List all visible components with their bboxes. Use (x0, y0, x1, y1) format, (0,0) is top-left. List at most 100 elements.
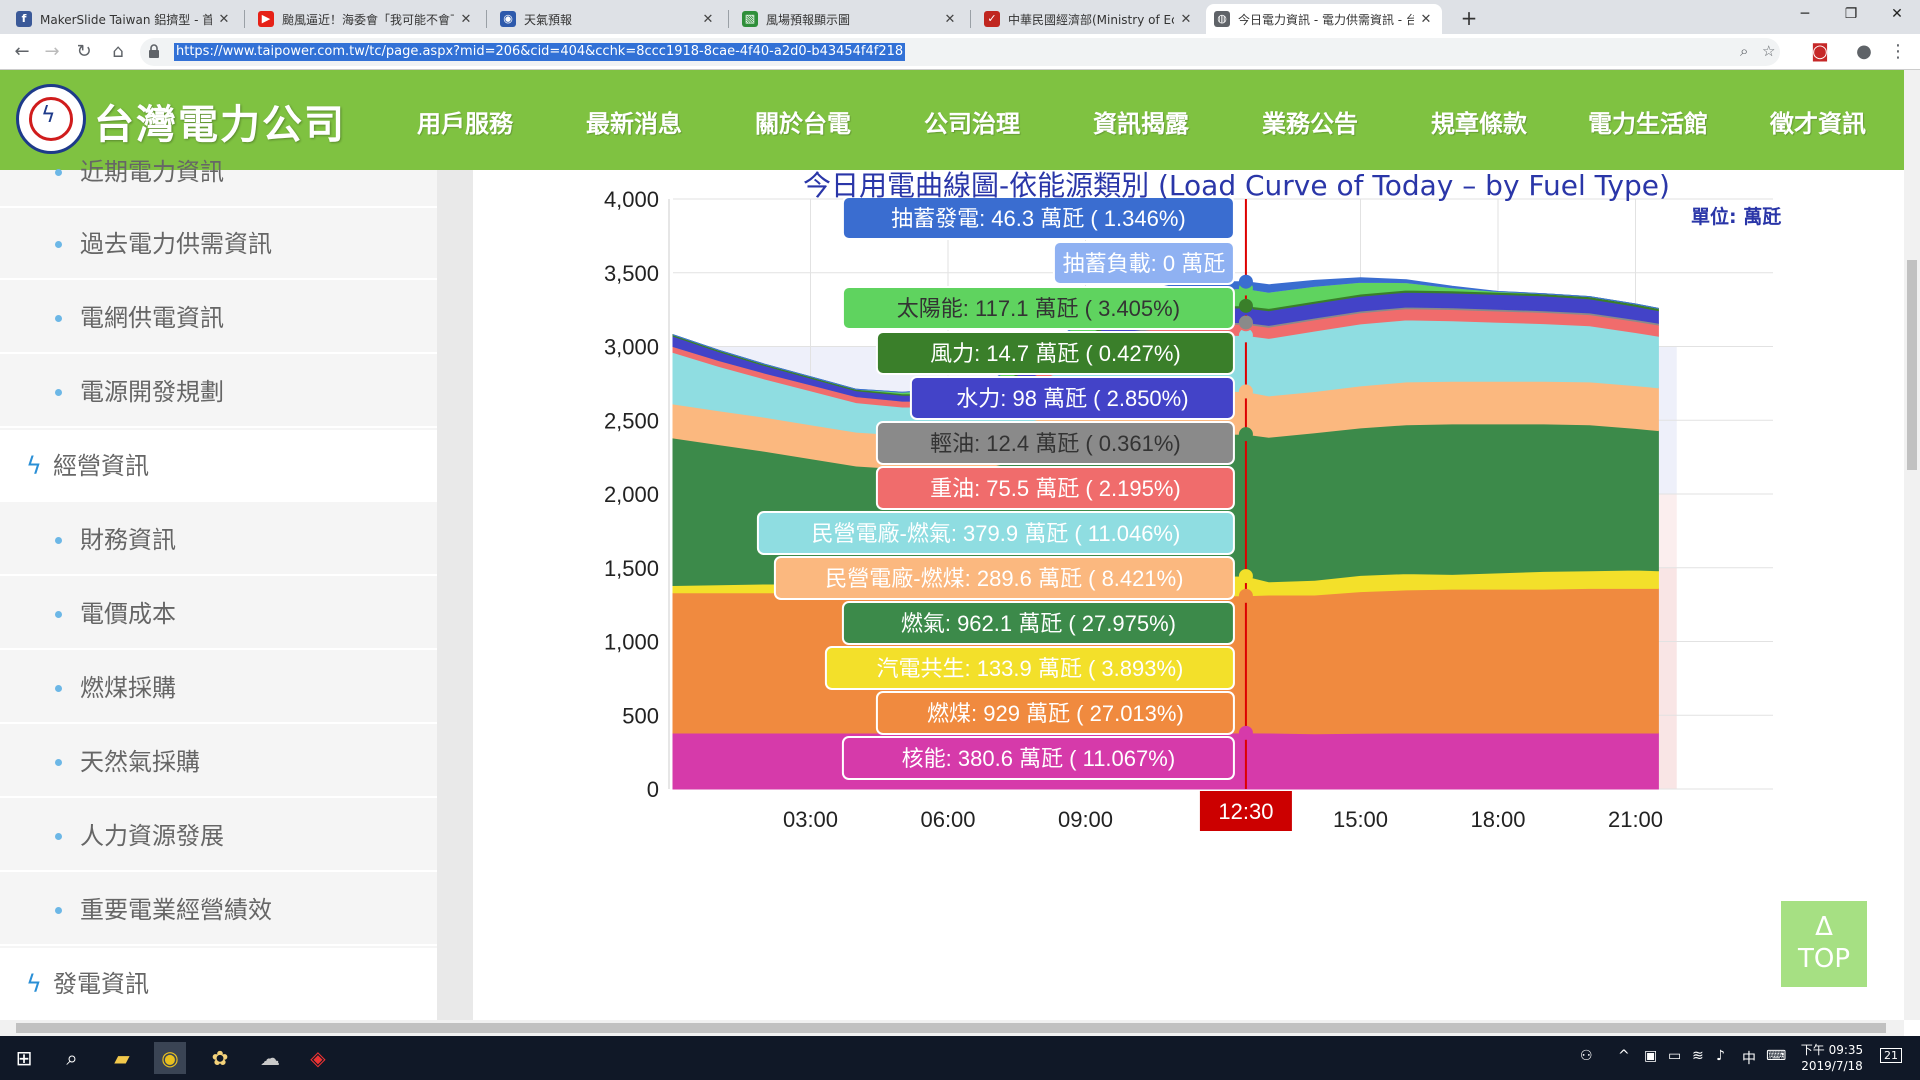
chrome-icon[interactable]: ◉ (154, 1042, 186, 1074)
nav-menu-item[interactable]: 公司治理 (924, 110, 1020, 138)
sidebar-item[interactable]: 近期電力資訊 (0, 136, 437, 208)
tab-0[interactable]: f MakerSlide Taiwan 鋁擠型 - 首頁 ✕ (8, 4, 240, 34)
nav-menu-item[interactable]: 規章條款 (1431, 110, 1527, 138)
x-tick-label: 06:00 (920, 807, 975, 832)
tab-4[interactable]: ✓ 中華民國經濟部(Ministry of Economic ✕ (976, 4, 1202, 34)
app-icon[interactable]: ☁ (260, 1046, 280, 1070)
series-point (1238, 725, 1253, 740)
tab-title: 中華民國經濟部(Ministry of Economic (1008, 12, 1174, 27)
search-icon[interactable]: ⌕ (66, 1046, 78, 1070)
sidebar-item[interactable]: 電源開發規劃 (0, 356, 437, 428)
nav-menu-item[interactable]: 資訊揭露 (1093, 110, 1189, 138)
nav-menu-item[interactable]: 業務公告 (1262, 110, 1358, 138)
clock-date: 2019/7/18 (1801, 1059, 1863, 1073)
load-curve-chart[interactable]: 0 500 1,000 1,500 2,000 2,500 3,000 3,500 4,000 0… (473, 170, 1904, 1020)
nav-menu-item[interactable]: 用戶服務 (417, 110, 513, 138)
file-explorer-icon[interactable]: ▰ (114, 1046, 130, 1070)
series-point (1238, 588, 1253, 603)
sidebar-item-label: 燃煤採購 (80, 674, 176, 702)
close-tab-icon[interactable]: ✕ (1180, 11, 1192, 27)
nav-menu-item[interactable]: 關於台電 (755, 110, 851, 138)
nav-menu-item[interactable]: 最新消息 (586, 110, 682, 138)
series-point (1238, 315, 1253, 330)
people-icon[interactable]: ⚇ (1580, 1048, 1593, 1064)
x-tick-label: 21:00 (1608, 807, 1663, 832)
series-point (1238, 328, 1253, 343)
tray-app-icon[interactable]: ▣ (1644, 1048, 1658, 1064)
minimize-button[interactable]: ─ (1800, 6, 1810, 22)
close-tab-icon[interactable]: ✕ (702, 11, 714, 27)
tab-2[interactable]: ◉ 天氣預報 ✕ (492, 4, 724, 34)
zoom-icon[interactable]: ⌕ (1740, 42, 1749, 60)
ime-indicator[interactable]: 中 (1742, 1051, 1756, 1067)
clock[interactable]: 下午 09:35 2019/7/18 (1790, 1042, 1874, 1074)
profile-avatar-icon[interactable]: ● (1856, 41, 1872, 62)
y-tick-label: 4,000 (604, 187, 659, 212)
bookmark-star-icon[interactable]: ☆ (1762, 42, 1776, 60)
tooltip-text: 抽蓄負載: 0 萬瓩 (1063, 251, 1226, 276)
close-tab-icon[interactable]: ✕ (944, 11, 956, 27)
sidebar-item[interactable]: 重要電業經營績效 (0, 874, 437, 946)
vertical-scrollbar[interactable] (1904, 70, 1920, 1020)
tab-5-active[interactable]: ◍ 今日電力資訊 - 電力供需資訊 - 台 ✕ (1206, 4, 1442, 34)
sidebar-item[interactable]: 電價成本 (0, 578, 437, 650)
battery-icon[interactable]: ▭ (1668, 1048, 1682, 1064)
extension-icon[interactable]: ◙ (1811, 41, 1829, 62)
close-tab-icon[interactable]: ✕ (1420, 11, 1432, 27)
horizontal-scrollbar[interactable] (0, 1020, 1904, 1036)
nav-menu-item[interactable]: 電力生活館 (1588, 110, 1708, 138)
tooltip-box (875, 466, 1235, 510)
taipower-logo[interactable]: ϟ (16, 84, 86, 154)
y-tick-label: 1,000 (604, 630, 659, 655)
app-icon[interactable]: ✿ (211, 1046, 229, 1070)
tooltip-text: 燃煤: 929 萬瓩 ( 27.013%) (927, 701, 1184, 726)
notification-badge[interactable]: 21 (1880, 1048, 1902, 1063)
new-tab-button[interactable]: + (1460, 6, 1478, 30)
volume-icon[interactable]: ♪ (1716, 1048, 1725, 1064)
tray-chevron-icon[interactable]: ^ (1618, 1048, 1630, 1064)
close-window-button[interactable]: ✕ (1891, 6, 1903, 22)
reload-icon[interactable]: ↻ (76, 41, 92, 62)
cwb-icon: ◉ (500, 11, 516, 27)
sidebar-item[interactable]: 天然氣採購 (0, 726, 437, 798)
nav-menu-item[interactable]: 徵才資訊 (1770, 110, 1866, 138)
sidebar-item[interactable]: 財務資訊 (0, 504, 437, 576)
url-text[interactable]: https://www.taipower.com.tw/tc/page.aspx… (174, 43, 906, 61)
app-icon[interactable]: ◈ (310, 1046, 326, 1070)
address-bar[interactable]: https://www.taipower.com.tw/tc/page.aspx… (140, 38, 1780, 66)
tooltip-box (841, 601, 1235, 645)
sidebar-category[interactable]: ϟ 經營資訊 (0, 430, 437, 502)
y-tick-label: 500 (622, 703, 659, 728)
windows-start-icon[interactable]: ⊞ (15, 1046, 33, 1070)
back-icon[interactable]: ← (14, 41, 30, 62)
forward-icon[interactable]: → (44, 41, 60, 62)
tab-title: MakerSlide Taiwan 鋁擠型 - 首頁 (40, 12, 212, 27)
sidebar-item[interactable]: 過去電力供需資訊 (0, 208, 437, 280)
lightning-icon: ϟ (26, 452, 42, 480)
y-tick-label: 2,500 (604, 408, 659, 433)
tooltip-text: 抽蓄發電: 46.3 萬瓩 ( 1.346%) (891, 206, 1186, 231)
restore-button[interactable]: ❐ (1844, 6, 1858, 22)
tab-3[interactable]: ▧ 風場預報顯示圖 ✕ (734, 4, 966, 34)
close-tab-icon[interactable]: ✕ (218, 11, 230, 27)
keyboard-icon[interactable]: ⌨ (1766, 1048, 1787, 1064)
sidebar-item[interactable]: 人力資源發展 (0, 800, 437, 872)
home-icon[interactable]: ⌂ (112, 41, 124, 62)
map-icon: ▧ (742, 11, 758, 27)
scroll-thumb[interactable] (16, 1023, 1886, 1033)
y-tick-label: 3,500 (604, 261, 659, 286)
site-name[interactable]: 台灣電力公司 (94, 101, 346, 148)
back-to-top-button[interactable]: Δ TOP (1781, 901, 1867, 987)
close-tab-icon[interactable]: ✕ (460, 11, 472, 27)
network-icon[interactable]: ≋ (1692, 1048, 1704, 1064)
tab-title: 今日電力資訊 - 電力供需資訊 - 台 (1238, 12, 1414, 27)
tab-1[interactable]: ▶ 颱風逼近！海委會「我可能不會下」 ✕ (250, 4, 482, 34)
menu-dots-icon[interactable]: ⋮ (1889, 41, 1907, 62)
scroll-thumb[interactable] (1907, 260, 1917, 470)
tooltip-text: 重油: 75.5 萬瓩 ( 2.195%) (930, 476, 1181, 501)
sidebar-category[interactable]: ϟ 發電資訊 (0, 948, 437, 1020)
sidebar-item[interactable]: 燃煤採購 (0, 652, 437, 724)
sidebar-item[interactable]: 電網供電資訊 (0, 282, 437, 354)
lightning-icon: ϟ (26, 970, 42, 998)
